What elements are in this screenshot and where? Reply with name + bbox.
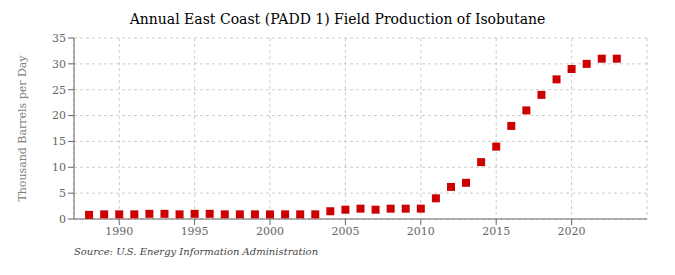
html-text:Annual East Coast (PADD 1) Fie: Annual East Coast (PADD 1) Field Product… [129,11,546,27]
svg-text:10: 10 [52,161,66,174]
svg-text:1995: 1995 [181,225,209,238]
svg-text:1990: 1990 [105,225,133,238]
svg-text:Thousand Barrels per Day: Thousand Barrels per Day [16,55,29,202]
svg-text:2005: 2005 [331,225,359,238]
svg-text:35: 35 [52,32,66,45]
svg-text:2000: 2000 [256,225,284,238]
html-text:Source: U.S. Energy Informatio: Source: U.S. Energy Information Administ… [74,246,319,257]
svg-text:25: 25 [52,84,66,97]
svg-text:20: 20 [52,109,66,122]
svg-text:2010: 2010 [407,225,435,238]
svg-text:0: 0 [59,213,66,226]
svg-text:2020: 2020 [558,225,586,238]
svg-text:5: 5 [59,187,66,200]
svg-text:30: 30 [52,58,66,71]
svg-text:2015: 2015 [482,225,510,238]
svg-text:15: 15 [52,135,66,148]
